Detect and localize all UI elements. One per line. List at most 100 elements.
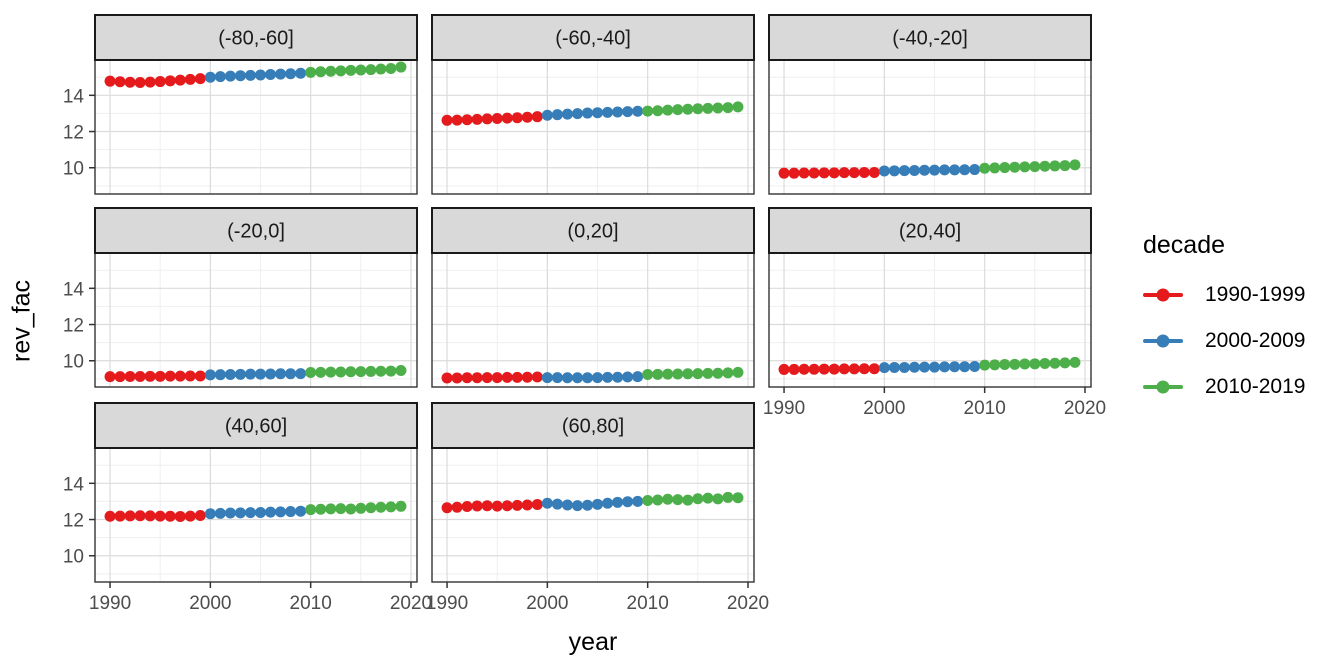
- data-point: [345, 366, 357, 378]
- data-point: [662, 104, 674, 116]
- data-point: [335, 65, 347, 77]
- legend-key-icon: [1143, 332, 1183, 350]
- data-point: [305, 66, 317, 78]
- data-point: [511, 112, 523, 124]
- data-point: [325, 503, 337, 515]
- x-tick-label: 1990: [763, 398, 805, 419]
- data-point: [144, 510, 156, 522]
- data-point: [521, 499, 533, 511]
- data-point: [204, 71, 216, 83]
- data-point: [295, 368, 307, 380]
- facet-strip: [768, 207, 1092, 254]
- legend-dot-icon: [1156, 380, 1170, 394]
- data-point: [204, 369, 216, 381]
- data-point: [164, 370, 176, 382]
- data-point: [154, 76, 166, 88]
- data-point: [722, 367, 734, 379]
- facet-strip: [768, 14, 1092, 61]
- data-point: [732, 492, 744, 504]
- data-point: [305, 367, 317, 379]
- y-tick-label: 10: [63, 352, 84, 373]
- data-point: [612, 371, 624, 383]
- data-point: [602, 497, 614, 509]
- data-point: [602, 371, 614, 383]
- legend-key-icon: [1143, 378, 1183, 396]
- data-point: [325, 65, 337, 77]
- data-point: [315, 66, 327, 78]
- data-point: [612, 496, 624, 508]
- facet-label: (40,60]: [225, 416, 287, 438]
- data-point: [315, 366, 327, 378]
- data-point: [501, 500, 513, 512]
- x-tick-label: 2000: [863, 398, 905, 419]
- data-point: [305, 504, 317, 516]
- data-point: [1039, 357, 1051, 369]
- data-point: [224, 70, 236, 82]
- data-point: [1029, 161, 1041, 173]
- facet-panel: (-20,0] 10 12 14: [63, 207, 418, 388]
- data-point: [712, 493, 724, 505]
- data-point: [174, 510, 186, 522]
- data-point: [798, 167, 810, 179]
- data-point: [571, 372, 583, 384]
- data-point: [808, 167, 820, 179]
- data-point: [275, 506, 287, 518]
- data-point: [798, 363, 810, 375]
- data-point: [551, 109, 563, 121]
- data-point: [214, 369, 226, 381]
- data-point: [471, 113, 483, 125]
- data-point: [632, 371, 644, 383]
- data-point: [818, 167, 830, 179]
- data-point: [295, 505, 307, 517]
- data-point: [385, 365, 397, 377]
- data-point: [642, 495, 654, 507]
- data-point: [939, 164, 951, 176]
- facet-label: (60,80]: [562, 416, 624, 438]
- facet-panel: (-80,-60] 10 12 14: [63, 14, 418, 195]
- data-point: [104, 75, 116, 87]
- data-point: [325, 366, 337, 378]
- x-tick-label: 2010: [290, 593, 332, 614]
- data-point: [848, 167, 860, 179]
- data-point: [285, 368, 297, 380]
- data-point: [808, 363, 820, 375]
- y-tick-label: 10: [63, 159, 84, 180]
- data-point: [501, 112, 513, 124]
- y-tick-label: 14: [63, 474, 85, 495]
- data-point: [265, 506, 277, 518]
- data-point: [929, 164, 941, 176]
- data-point: [511, 499, 523, 511]
- data-point: [732, 366, 744, 378]
- data-point: [244, 368, 256, 380]
- data-point: [244, 507, 256, 519]
- data-point: [114, 371, 126, 383]
- data-point: [194, 73, 206, 85]
- data-point: [581, 107, 593, 119]
- data-point: [898, 165, 910, 177]
- data-point: [461, 500, 473, 512]
- data-point: [541, 497, 553, 509]
- y-tick-label: 12: [63, 316, 84, 337]
- data-point: [521, 371, 533, 383]
- y-tick-label: 12: [63, 123, 84, 144]
- data-point: [672, 104, 684, 116]
- data-point: [375, 365, 387, 377]
- data-point: [194, 510, 206, 522]
- legend-item: 1990-1999: [1143, 278, 1305, 312]
- data-point: [365, 365, 377, 377]
- data-point: [702, 367, 714, 379]
- y-axis-title: rev_fac: [7, 280, 36, 362]
- data-point: [134, 510, 146, 522]
- data-point: [395, 500, 407, 512]
- data-point: [154, 510, 166, 522]
- data-point: [224, 507, 236, 519]
- data-point: [858, 166, 870, 178]
- data-point: [682, 103, 694, 115]
- data-point: [979, 162, 991, 174]
- data-point: [1049, 160, 1061, 172]
- facet-panel: (-60,-40]: [431, 14, 755, 195]
- data-point: [174, 74, 186, 86]
- data-point: [898, 361, 910, 373]
- data-point: [692, 493, 704, 505]
